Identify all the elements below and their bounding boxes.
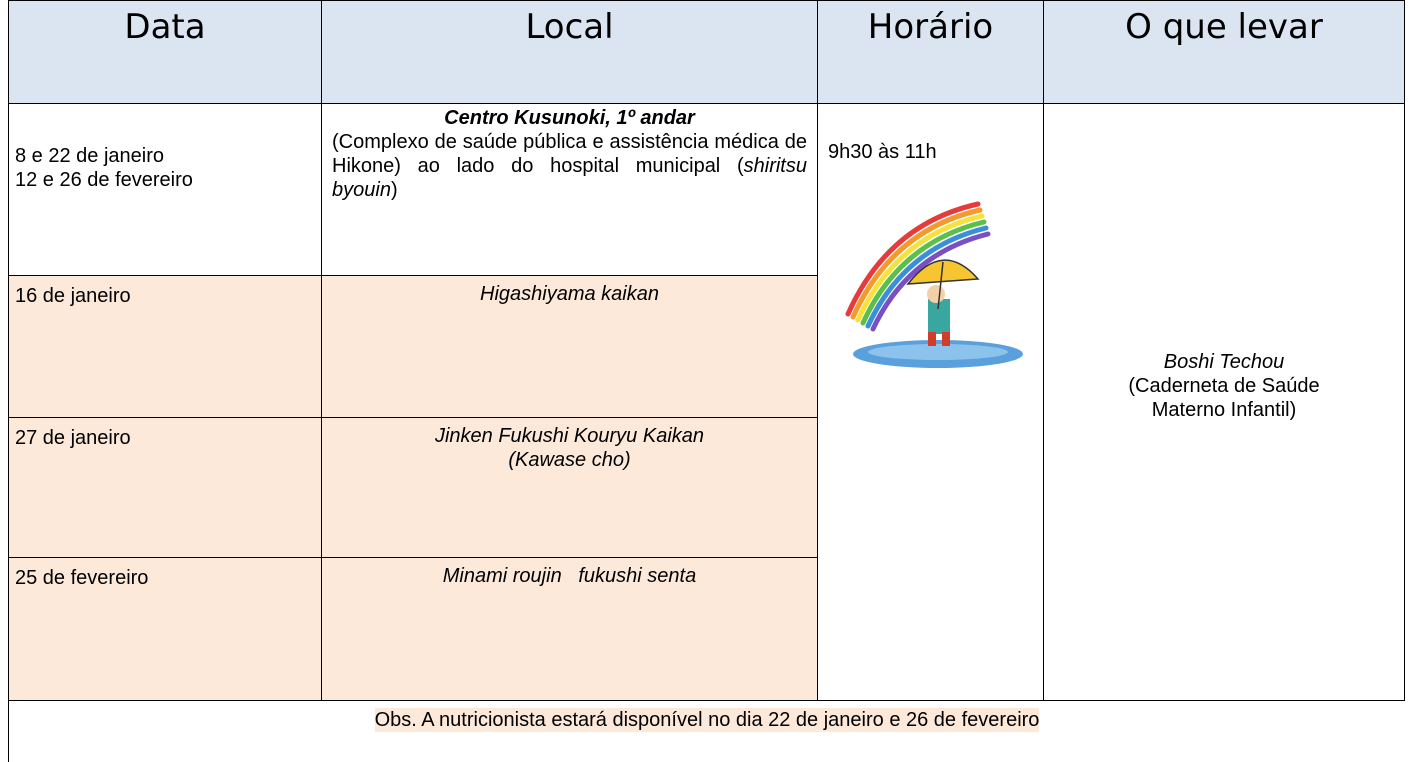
header-cell: Local <box>321 0 818 104</box>
date-cell: 27 de janeiro <box>8 417 322 558</box>
date: 25 de fevereiro <box>15 567 149 589</box>
note-row: Obs. A nutricionista estará disponível n… <box>8 700 1405 762</box>
date-cell: 8 e 22 de janeiro 12 e 26 de fevereiro <box>8 103 322 276</box>
bring-text: (Caderneta de Saúde Materno Infantil) <box>1128 375 1320 421</box>
note: Obs. A nutricionista estará disponível n… <box>374 708 1040 732</box>
date: 12 e 26 de fevereiro <box>15 169 193 191</box>
local-cell: Minami roujin fukushi senta <box>321 557 818 701</box>
local-title: Centro Kusunoki, 1º andar <box>444 107 695 129</box>
header-cell: Horário <box>817 0 1044 104</box>
header-row: Data Local Horário O que levar <box>8 0 1405 104</box>
local-text: (Complexo de saúde pública e assistência… <box>332 130 807 202</box>
schedule-table: Data Local Horário O que levar 8 e 22 de… <box>8 0 1405 701</box>
text: shiritsu byouin <box>332 155 807 201</box>
date-cell: 16 de janeiro <box>8 275 322 418</box>
date: 27 de janeiro <box>15 427 131 449</box>
time: 9h30 às 11h <box>828 141 937 163</box>
local-cell: Higashiyama kaikan <box>321 275 818 418</box>
text: (Complexo de saúde pública e assistência… <box>332 131 807 177</box>
time-cell: 9h30 às 11h <box>817 103 1044 701</box>
bring-cell: Boshi Techou (Caderneta de Saúde Materno… <box>1043 103 1405 701</box>
date: 16 de janeiro <box>15 285 131 307</box>
date-cell: 25 de fevereiro <box>8 557 322 701</box>
row: 8 e 22 de janeiro 12 e 26 de fevereiro C… <box>8 103 1405 701</box>
bring-title: Boshi Techou <box>1163 351 1285 373</box>
header-cell: O que levar <box>1043 0 1405 104</box>
date: 8 e 22 de janeiro <box>15 145 165 167</box>
rainbow-illustration <box>845 201 1023 368</box>
row: 27 de janeiro Jinken Fukushi Kouryu Kaik… <box>8 417 1405 558</box>
local-cell: Centro Kusunoki, 1º andar (Complexo de s… <box>321 103 818 276</box>
text: ) <box>390 179 398 201</box>
header-cell: Data <box>8 0 322 104</box>
local-cell: Jinken Fukushi Kouryu Kaikan (Kawase cho… <box>321 417 818 558</box>
